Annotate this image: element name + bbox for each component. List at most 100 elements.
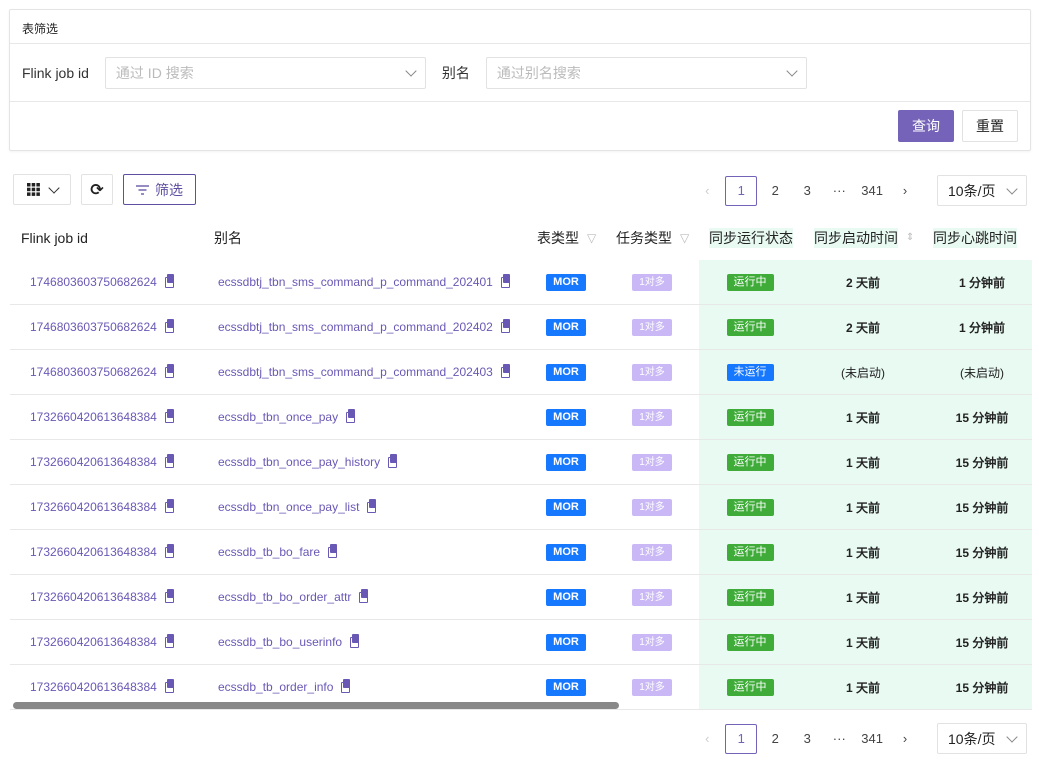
job-id-link[interactable]: 1732660420613648384 — [30, 455, 157, 469]
alias-cell[interactable]: ecssdb_tb_bo_order_attr — [218, 588, 369, 604]
page-2[interactable]: 2 — [771, 731, 779, 746]
alias-link[interactable]: ecssdbtj_tbn_sms_command_p_command_20240… — [218, 275, 493, 289]
job-id-select[interactable]: 通过 ID 搜索 — [104, 56, 426, 89]
job-id-link[interactable]: 1732660420613648384 — [30, 545, 157, 559]
job-id-link[interactable]: 1732660420613648384 — [30, 635, 157, 649]
copy-icon[interactable] — [164, 633, 174, 648]
copy-icon[interactable] — [164, 363, 174, 378]
header-start-time[interactable]: 同步启动时间 ⇕ — [814, 227, 915, 248]
job-id-cell[interactable]: 1732660420613648384 — [30, 498, 174, 514]
status-badge: 运行中 — [726, 318, 774, 336]
alias-link[interactable]: ecssdb_tbn_once_pay_list — [218, 500, 360, 514]
copy-icon[interactable] — [350, 633, 360, 648]
query-button[interactable]: 查询 — [898, 110, 954, 142]
refresh-button[interactable]: ⟳ — [81, 174, 113, 205]
page-3[interactable]: 3 — [803, 183, 811, 198]
job-id-cell[interactable]: 1732660420613648384 — [30, 633, 174, 649]
filter-funnel-icon[interactable]: ▽ — [680, 230, 690, 245]
job-id-cell[interactable]: 1746803603750682624 — [30, 318, 174, 334]
copy-icon[interactable] — [164, 543, 174, 558]
alias-cell[interactable]: ecssdb_tb_bo_userinfo — [218, 633, 360, 649]
copy-icon[interactable] — [164, 453, 174, 468]
copy-icon[interactable] — [164, 318, 174, 333]
alias-link[interactable]: ecssdb_tb_bo_order_attr — [218, 590, 352, 604]
table-type-cell: MOR — [526, 678, 606, 696]
alias-link[interactable]: ecssdb_tbn_once_pay_history — [218, 455, 381, 469]
job-id-cell[interactable]: 1732660420613648384 — [30, 678, 174, 694]
filter-button[interactable]: 筛选 — [123, 174, 196, 205]
page-2[interactable]: 2 — [771, 183, 779, 198]
alias-select[interactable]: 通过别名搜索 — [485, 56, 807, 89]
copy-icon[interactable] — [164, 408, 174, 423]
job-id-cell[interactable]: 1732660420613648384 — [30, 408, 174, 424]
copy-icon[interactable] — [164, 498, 174, 513]
alias-cell[interactable]: ecssdb_tb_bo_fare — [218, 543, 338, 559]
alias-cell[interactable]: ecssdbtj_tbn_sms_command_p_command_20240… — [218, 363, 510, 379]
table-row: 1746803603750682624 ecssdbtj_tbn_sms_com… — [10, 350, 1032, 395]
page-last[interactable]: 341 — [861, 731, 883, 746]
header-task-type[interactable]: 任务类型 ▽ — [616, 228, 689, 248]
alias-cell[interactable]: ecssdb_tb_order_info — [218, 678, 351, 694]
prev-page-button[interactable]: ‹ — [705, 731, 710, 746]
table-type-badge: MOR — [546, 318, 586, 336]
alias-link[interactable]: ecssdb_tb_bo_fare — [218, 545, 321, 559]
alias-link[interactable]: ecssdb_tb_order_info — [218, 680, 334, 694]
alias-cell[interactable]: ecssdbtj_tbn_sms_command_p_command_20240… — [218, 318, 510, 334]
job-id-link[interactable]: 1732660420613648384 — [30, 410, 157, 424]
horizontal-scrollbar[interactable] — [13, 702, 619, 709]
status-badge: 运行中 — [726, 498, 774, 516]
alias-cell[interactable]: ecssdb_tbn_once_pay_history — [218, 453, 398, 469]
copy-icon[interactable] — [500, 273, 510, 288]
next-page-button[interactable]: › — [902, 731, 908, 746]
task-type-cell: 1对多 — [612, 543, 692, 561]
page-ellipsis[interactable]: ··· — [832, 183, 846, 198]
job-id-cell[interactable]: 1732660420613648384 — [30, 588, 174, 604]
next-page-button[interactable]: › — [902, 183, 908, 198]
page-size-select[interactable]: 10条/页 — [937, 175, 1027, 206]
alias-cell[interactable]: ecssdbtj_tbn_sms_command_p_command_20240… — [218, 273, 510, 289]
copy-icon[interactable] — [500, 318, 510, 333]
job-id-link[interactable]: 1732660420613648384 — [30, 590, 157, 604]
job-id-link[interactable]: 1732660420613648384 — [30, 680, 157, 694]
prev-page-button[interactable]: ‹ — [705, 183, 710, 198]
copy-icon[interactable] — [164, 678, 174, 693]
job-id-cell[interactable]: 1732660420613648384 — [30, 453, 174, 469]
alias-cell[interactable]: ecssdb_tbn_once_pay_list — [218, 498, 377, 514]
job-id-cell[interactable]: 1732660420613648384 — [30, 543, 174, 559]
sort-icon[interactable]: ⇕ — [906, 232, 915, 243]
copy-icon[interactable] — [388, 453, 398, 468]
job-id-link[interactable]: 1746803603750682624 — [30, 365, 157, 379]
page-last[interactable]: 341 — [861, 183, 883, 198]
filter-funnel-icon[interactable]: ▽ — [587, 230, 597, 245]
header-alias: 别名 — [214, 229, 242, 246]
copy-icon[interactable] — [367, 498, 377, 513]
header-table-type[interactable]: 表类型 ▽ — [537, 228, 596, 248]
job-id-link[interactable]: 1746803603750682624 — [30, 275, 157, 289]
job-id-link[interactable]: 1746803603750682624 — [30, 320, 157, 334]
reset-button[interactable]: 重置 — [962, 110, 1018, 142]
copy-icon[interactable] — [328, 543, 338, 558]
alias-link[interactable]: ecssdbtj_tbn_sms_command_p_command_20240… — [218, 320, 493, 334]
page-3[interactable]: 3 — [803, 731, 811, 746]
job-id-cell[interactable]: 1746803603750682624 — [30, 363, 174, 379]
copy-icon[interactable] — [341, 678, 351, 693]
alias-link[interactable]: ecssdbtj_tbn_sms_command_p_command_20240… — [218, 365, 493, 379]
column-settings-button[interactable] — [13, 174, 71, 205]
status-cell: 运行中 — [710, 498, 790, 516]
alias-cell[interactable]: ecssdb_tbn_once_pay — [218, 408, 356, 424]
page-size-select[interactable]: 10条/页 — [937, 723, 1027, 754]
job-id-cell[interactable]: 1746803603750682624 — [30, 273, 174, 289]
job-id-link[interactable]: 1732660420613648384 — [30, 500, 157, 514]
copy-icon[interactable] — [500, 363, 510, 378]
alias-link[interactable]: ecssdb_tbn_once_pay — [218, 410, 339, 424]
copy-icon[interactable] — [346, 408, 356, 423]
copy-icon[interactable] — [359, 588, 369, 603]
page-1[interactable]: 1 — [725, 723, 758, 754]
task-type-badge: 1对多 — [632, 543, 672, 561]
page-size-value: 10条/页 — [948, 730, 996, 747]
page-1[interactable]: 1 — [725, 175, 758, 206]
alias-link[interactable]: ecssdb_tb_bo_userinfo — [218, 635, 343, 649]
page-ellipsis[interactable]: ··· — [832, 731, 846, 746]
copy-icon[interactable] — [164, 273, 174, 288]
copy-icon[interactable] — [164, 588, 174, 603]
